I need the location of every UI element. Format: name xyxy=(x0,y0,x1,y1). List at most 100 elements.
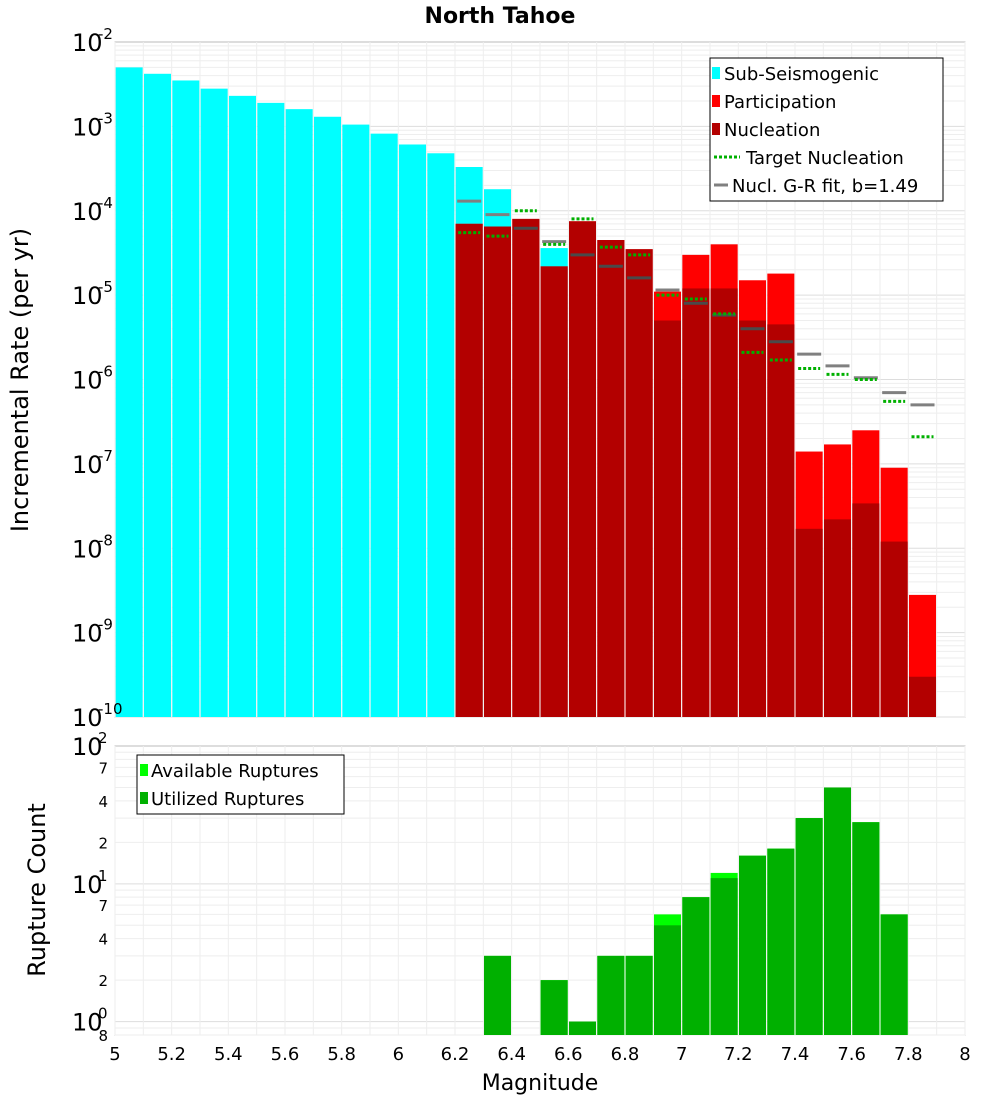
top-y-tick-exponent: -9 xyxy=(98,616,113,634)
nucleation-bar xyxy=(455,223,483,717)
top-y-tick-exponent: -3 xyxy=(98,109,113,127)
bottom-y-tick-1e0: 100 xyxy=(72,1005,108,1037)
nucleation-bar xyxy=(909,676,936,717)
sub-seismogenic-bar xyxy=(314,116,341,717)
bottom-y-tick-1e1: 101 xyxy=(72,867,108,899)
top-y-tick-1e-9: 10-9 xyxy=(72,616,113,648)
top-y-tick-exponent: -10 xyxy=(98,700,123,718)
x-tick-label: 6.8 xyxy=(611,1044,640,1065)
bottom-y-tick-base: 10 xyxy=(72,871,103,899)
utilized-ruptures-bar xyxy=(597,955,625,1035)
sub-seismogenic-bar xyxy=(342,124,370,717)
x-tick-label: 5.8 xyxy=(327,1044,356,1065)
x-tick-label: 5.6 xyxy=(271,1044,300,1065)
bottom-y-minor-tick-label: 8 xyxy=(98,1027,108,1045)
sub-seismogenic-bar xyxy=(399,144,426,717)
top-legend-box xyxy=(709,57,944,202)
nucleation-bar xyxy=(824,519,851,717)
legend-label-nucleation: Nucleation xyxy=(724,120,820,141)
utilized-ruptures-bar xyxy=(654,925,681,1035)
nucleation-bar xyxy=(767,324,795,717)
top-y-tick-1e-4: 10-4 xyxy=(72,194,113,226)
top-y-tick-base: 10 xyxy=(72,29,103,57)
nucleation-bar xyxy=(512,218,540,717)
chart-title: North Tahoe xyxy=(425,4,576,29)
top-y-tick-base: 10 xyxy=(72,704,103,732)
top-y-tick-base: 10 xyxy=(72,198,103,226)
bottom-y-tick-1e2: 102 xyxy=(72,729,108,761)
sub-seismogenic-bar xyxy=(229,95,256,717)
nucleation-bar xyxy=(654,320,681,717)
legend-label-participation: Participation xyxy=(724,92,836,113)
bottom-y-tick-exponent: 1 xyxy=(98,867,108,885)
top-y-tick-base: 10 xyxy=(72,367,103,395)
legend-swatch-available xyxy=(140,764,148,776)
bottom-y-tick-base: 10 xyxy=(72,1009,103,1037)
sub-seismogenic-bar xyxy=(370,133,398,717)
x-tick-label: 6 xyxy=(393,1044,404,1065)
x-tick-label: 5.2 xyxy=(157,1044,186,1065)
legend-label-target-nucleation: Target Nucleation xyxy=(745,148,904,169)
top-y-tick-exponent: -7 xyxy=(98,447,113,465)
top-y-tick-1e-2: 10-2 xyxy=(72,25,113,57)
legend-label-utilized: Utilized Ruptures xyxy=(151,789,304,810)
bottom-y-minor-tick-label: 2 xyxy=(98,972,108,990)
nucleation-bar xyxy=(795,528,823,717)
nucleation-bar xyxy=(569,221,596,718)
x-tick-label: 7.6 xyxy=(837,1044,866,1065)
legend-label-gr-fit: Nucl. G-R fit, b=1.49 xyxy=(732,176,918,197)
legend-label-sub-seismogenic: Sub-Seismogenic xyxy=(724,64,879,85)
x-tick-label: 6.4 xyxy=(497,1044,526,1065)
nucleation-bar xyxy=(880,541,908,717)
top-legend: Sub-Seismogenic Participation Nucleation… xyxy=(709,57,944,202)
nucleation-bar xyxy=(540,266,568,717)
bottom-y-minor-tick-label: 7 xyxy=(98,759,108,777)
sub-seismogenic-bar xyxy=(115,67,143,717)
utilized-ruptures-bar xyxy=(625,955,653,1035)
top-y-tick-exponent: -4 xyxy=(98,194,113,212)
nucleation-bar xyxy=(682,288,710,717)
utilized-ruptures-bar xyxy=(880,914,908,1035)
top-y-tick-exponent: -5 xyxy=(98,278,113,296)
top-y-tick-1e-6: 10-6 xyxy=(72,363,113,395)
bottom-legend-box xyxy=(136,754,345,815)
top-y-tick-base: 10 xyxy=(72,282,103,310)
bottom-y-minor-tick-label: 4 xyxy=(98,931,108,949)
top-y-tick-1e-10: 10-10 xyxy=(72,700,123,732)
nucleation-bar xyxy=(484,226,511,717)
x-tick-label: 7.8 xyxy=(894,1044,923,1065)
top-y-tick-exponent: -2 xyxy=(98,25,113,43)
utilized-ruptures-bar xyxy=(484,955,511,1035)
x-tick-label: 5.4 xyxy=(214,1044,243,1065)
top-y-tick-base: 10 xyxy=(72,620,103,648)
top-y-tick-base: 10 xyxy=(72,451,103,479)
top-y-tick-1e-3: 10-3 xyxy=(72,109,113,141)
sub-seismogenic-bar xyxy=(172,80,200,718)
top-y-tick-exponent: -6 xyxy=(98,363,113,381)
bottom-y-minor-tick-label: 7 xyxy=(98,897,108,915)
legend-swatch-participation xyxy=(712,95,720,107)
x-tick-label: 7.4 xyxy=(781,1044,810,1065)
legend-label-available: Available Ruptures xyxy=(151,761,319,782)
x-tick-label: 5 xyxy=(109,1044,120,1065)
top-y-tick-1e-8: 10-8 xyxy=(72,531,113,563)
top-y-tick-labels: 10-210-310-410-510-610-710-810-910-10 xyxy=(72,25,123,732)
bottom-y-minor-tick-label: 2 xyxy=(98,834,108,852)
utilized-ruptures-bar xyxy=(795,818,823,1035)
nucleation-bar xyxy=(739,320,766,717)
top-y-tick-1e-5: 10-5 xyxy=(72,278,113,310)
utilized-ruptures-bar xyxy=(682,897,710,1035)
nucleation-bar xyxy=(597,240,625,717)
nucleation-bar xyxy=(852,503,880,717)
x-tick-labels: 5 5.2 5.4 5.6 5.8 6 6.2 6.4 6.6 6.8 7 7.2 7.4 7.6 7.8 8 xyxy=(109,1044,970,1065)
x-tick-label: 6.2 xyxy=(441,1044,470,1065)
sub-seismogenic-bar xyxy=(540,248,568,267)
top-y-axis-label: Incremental Rate (per yr) xyxy=(6,228,34,532)
utilized-ruptures-bar xyxy=(540,980,568,1035)
bottom-y-tick-base: 10 xyxy=(72,733,103,761)
bottom-y-minor-tick-label: 4 xyxy=(98,793,108,811)
sub-seismogenic-bar xyxy=(427,153,455,717)
x-tick-label: 6.6 xyxy=(554,1044,583,1065)
nucleation-bar xyxy=(625,249,653,718)
